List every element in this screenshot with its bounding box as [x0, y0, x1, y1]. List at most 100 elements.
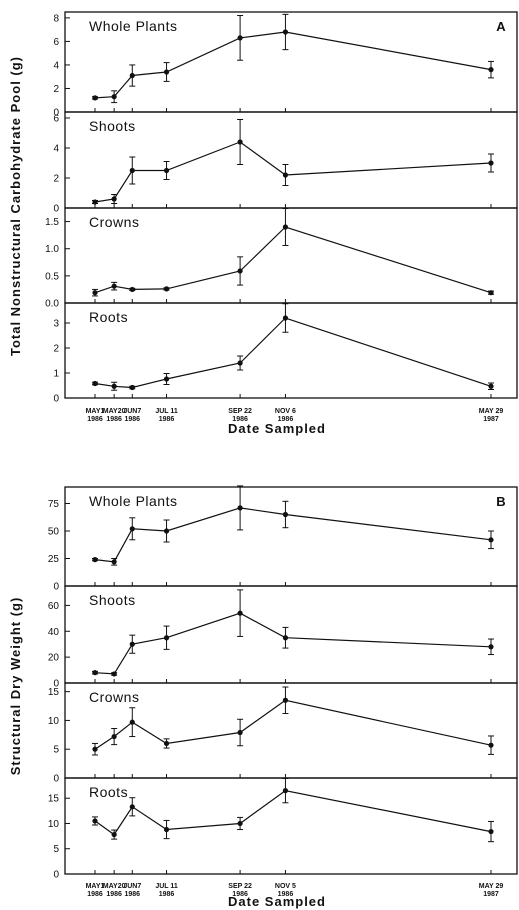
- y-tick-label: 0: [53, 204, 59, 215]
- y-tick-label: 0: [53, 774, 59, 785]
- y-tick-label: 10: [48, 819, 60, 830]
- data-point: [282, 29, 289, 35]
- subplot-title: Crowns: [89, 689, 139, 705]
- data-point: [92, 199, 98, 205]
- x-tick-label: SEP 22: [228, 408, 252, 415]
- y-tick-label: 60: [48, 601, 60, 612]
- x-tick-label: JUN7: [123, 883, 141, 890]
- series-line: [94, 31, 492, 99]
- y-tick-label: 5: [53, 745, 59, 756]
- x-tick-label: 1986: [232, 416, 248, 423]
- y-tick-label: 8: [53, 13, 59, 24]
- data-point: [92, 557, 98, 563]
- y-tick-label: 10: [48, 716, 60, 727]
- y-tick-label: 75: [48, 499, 60, 510]
- data-point: [488, 644, 494, 650]
- data-point: [129, 641, 135, 647]
- series-line: [94, 317, 492, 389]
- x-tick-label: 1986: [124, 891, 140, 898]
- y-tick-label: 1: [53, 369, 59, 380]
- x-axis-title: Date Sampled: [228, 894, 326, 909]
- data-point: [92, 818, 98, 824]
- data-point: [111, 383, 117, 389]
- y-tick-label: 6: [53, 114, 59, 125]
- subplot-title: Shoots: [89, 592, 136, 608]
- data-point: [237, 729, 243, 736]
- data-point: [237, 139, 243, 145]
- data-point: [237, 610, 243, 616]
- y-tick-label: 25: [48, 554, 60, 565]
- data-point: [237, 360, 243, 366]
- y-tick-label: 0: [53, 679, 59, 690]
- y-axis-title: Total Nonstructural Carbohydrate Pool (g…: [8, 56, 23, 356]
- data-point: [282, 635, 289, 641]
- x-tick-label: 1986: [106, 416, 122, 423]
- x-tick-label: 1987: [483, 891, 499, 898]
- x-tick-label: MAY1: [86, 408, 105, 415]
- x-tick-label: 1986: [159, 891, 175, 898]
- data-point: [282, 315, 289, 321]
- data-point: [129, 72, 135, 79]
- x-tick-label: MAY1: [86, 883, 105, 890]
- data-point: [488, 828, 494, 835]
- data-point: [129, 526, 135, 532]
- series-line: [94, 226, 492, 294]
- y-tick-label: 40: [48, 627, 60, 638]
- x-tick-label: 1986: [124, 416, 140, 423]
- x-tick-label: 1986: [278, 891, 294, 898]
- series-line: [94, 141, 492, 203]
- data-point: [111, 196, 117, 202]
- data-point: [282, 224, 289, 230]
- y-tick-label: 20: [48, 653, 60, 664]
- y-tick-label: 15: [48, 687, 60, 698]
- y-tick-label: 2: [53, 84, 59, 95]
- x-tick-label: 1986: [232, 891, 248, 898]
- data-point: [111, 283, 117, 289]
- x-tick-label: 1986: [106, 891, 122, 898]
- data-point: [163, 826, 170, 833]
- x-tick-label: JUL 11: [155, 408, 178, 415]
- x-tick-label: 1986: [278, 416, 294, 423]
- series-line: [94, 507, 492, 563]
- y-tick-label: 2: [53, 344, 59, 355]
- data-point: [488, 537, 494, 543]
- subplot-title: Roots: [89, 784, 128, 800]
- subplot-title: Whole Plants: [89, 18, 177, 34]
- y-tick-label: 15: [48, 794, 60, 805]
- y-axis-title: Structural Dry Weight (g): [8, 597, 23, 776]
- x-tick-label: 1986: [159, 416, 175, 423]
- y-tick-label: 4: [53, 60, 59, 71]
- subplot-title: Whole Plants: [89, 493, 177, 509]
- data-point: [163, 376, 170, 382]
- x-tick-label: MAY20: [103, 883, 126, 890]
- data-point: [237, 820, 243, 827]
- data-point: [163, 635, 170, 641]
- series-line: [94, 699, 492, 750]
- data-point: [282, 788, 289, 794]
- y-tick-label: 4: [53, 144, 59, 155]
- data-point: [282, 697, 289, 703]
- data-point: [92, 670, 98, 676]
- y-tick-label: 5: [53, 844, 59, 855]
- data-point: [488, 160, 494, 166]
- panel-letter: B: [496, 494, 505, 509]
- series-line: [94, 612, 492, 675]
- data-point: [282, 172, 289, 178]
- data-point: [111, 94, 117, 100]
- subplot-title: Roots: [89, 309, 128, 325]
- series-line: [94, 789, 492, 836]
- data-point: [488, 383, 494, 389]
- data-point: [111, 671, 117, 677]
- data-point: [488, 742, 494, 748]
- subplot-title: Crowns: [89, 214, 139, 230]
- data-point: [488, 67, 494, 73]
- x-tick-label: 1986: [87, 416, 103, 423]
- y-tick-label: 0: [53, 582, 59, 593]
- data-point: [163, 740, 170, 747]
- data-point: [129, 719, 135, 725]
- data-point: [163, 167, 170, 174]
- data-point: [129, 384, 135, 391]
- x-tick-label: SEP 22: [228, 883, 252, 890]
- y-tick-label: 2: [53, 174, 59, 185]
- y-tick-label: 0.5: [45, 271, 59, 282]
